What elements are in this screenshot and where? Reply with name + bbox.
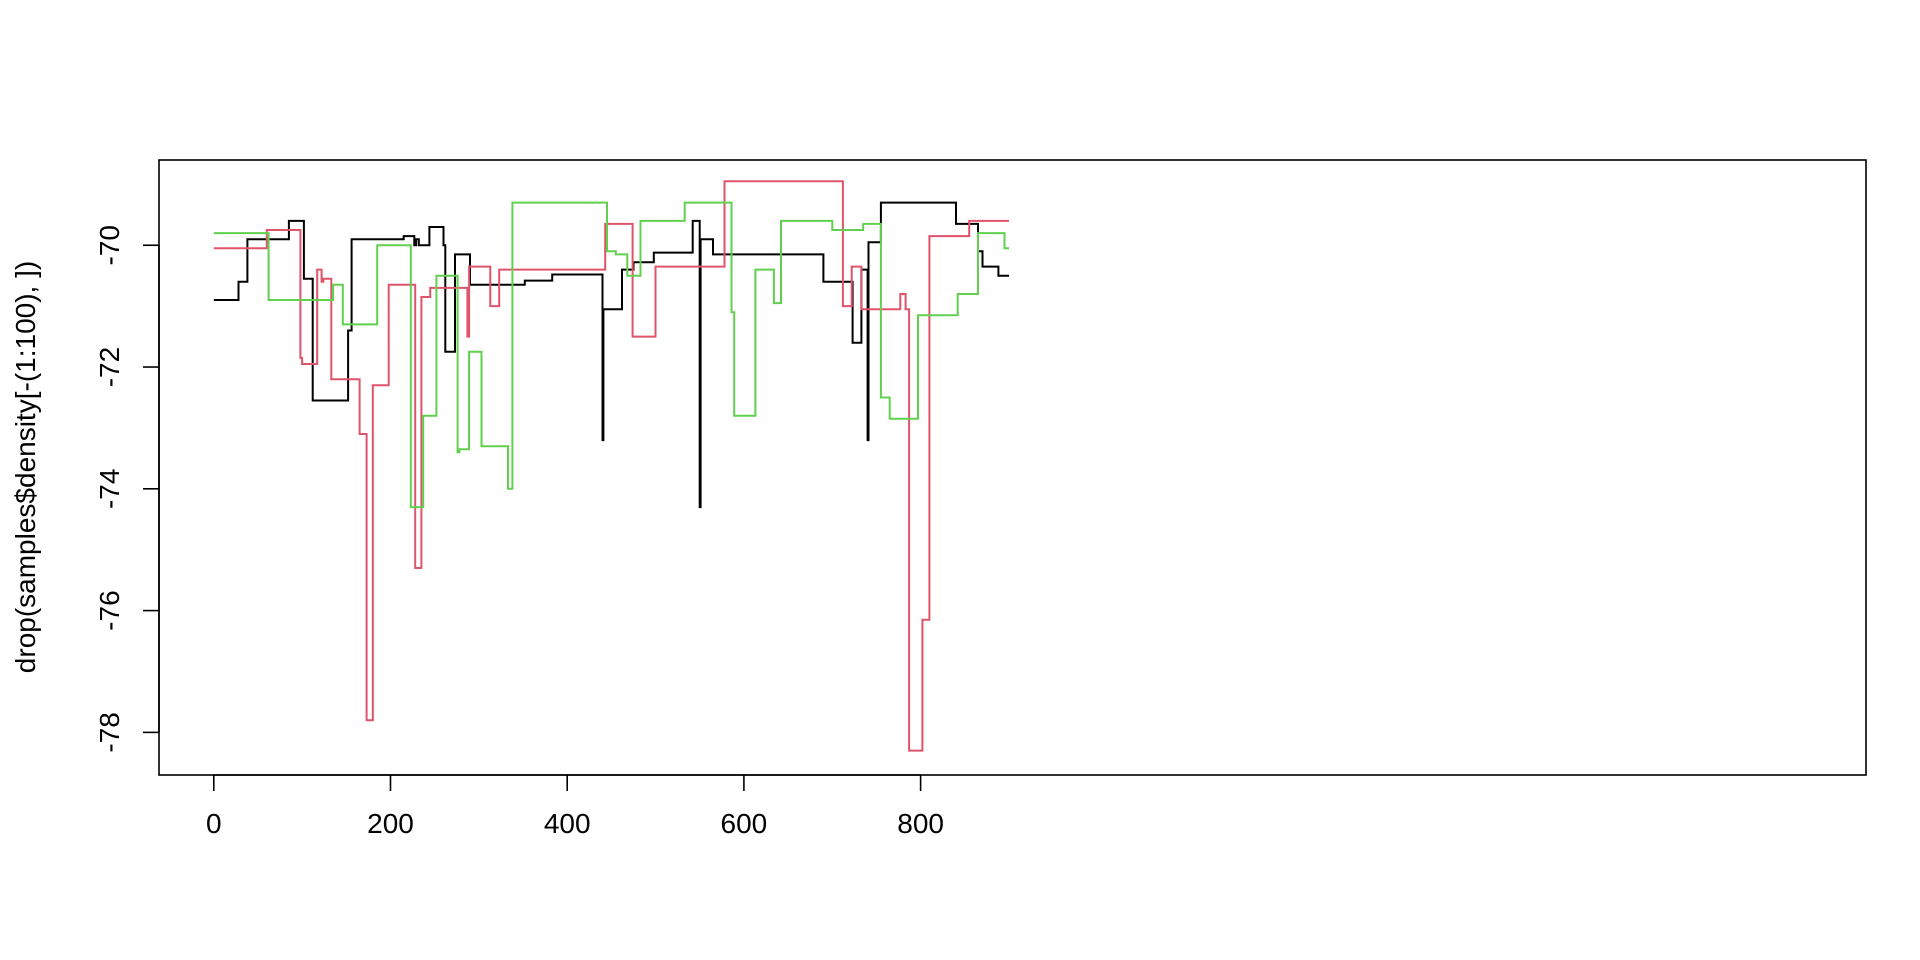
series-layer	[213, 180, 1009, 752]
y-tick-label: -74	[94, 469, 125, 509]
y-tick-label: -78	[94, 712, 125, 752]
x-tick-label: 0	[206, 808, 222, 839]
y-axis: -78 -76 -74 -72 -70	[94, 225, 160, 753]
x-tick-label: 400	[544, 808, 591, 839]
y-tick-label: -70	[94, 225, 125, 265]
y-axis-title: drop(samples$density[-(1:100), ])	[10, 261, 41, 673]
x-tick-label: 800	[897, 808, 944, 839]
x-tick-label: 600	[721, 808, 768, 839]
x-axis: 0 200 400 600 800	[206, 774, 944, 839]
series-line-3	[213, 201, 1009, 509]
x-tick-label: 200	[367, 808, 414, 839]
series-line-2	[213, 180, 1009, 752]
series-line-1	[213, 201, 1009, 509]
y-tick-label: -72	[94, 347, 125, 387]
y-tick-label: -76	[94, 590, 125, 630]
